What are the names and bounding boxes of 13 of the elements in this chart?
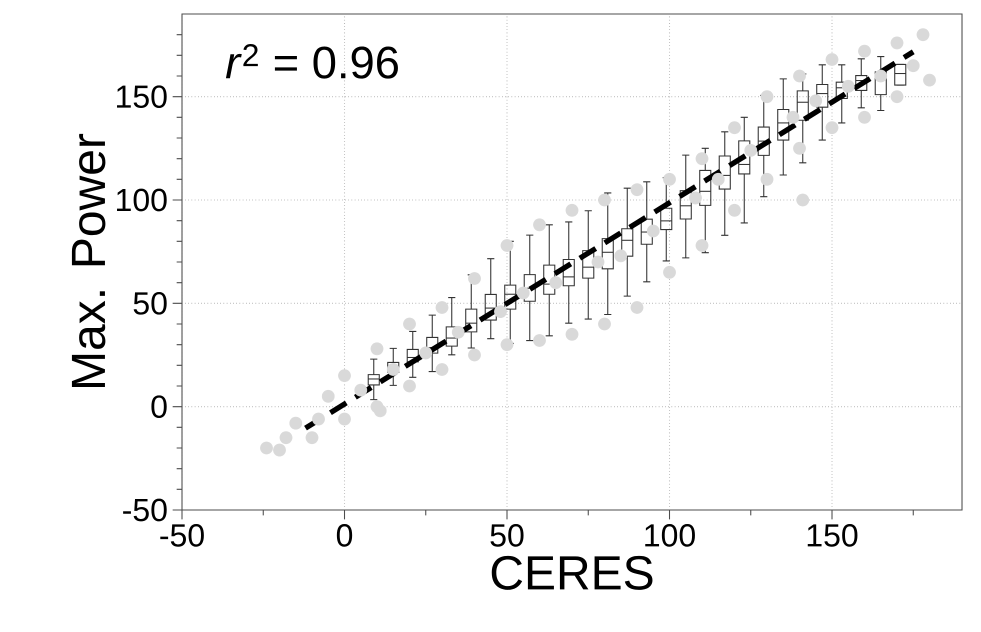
x-tick-label: -50 [160, 524, 204, 547]
y-tick-label: -50 [123, 498, 167, 522]
y-tick-label: 0 [151, 395, 167, 418]
x-tick-label: 50 [490, 524, 524, 547]
y-axis-title: Max. Power [72, 134, 106, 387]
x-tick-label: 100 [645, 524, 695, 547]
y-tick-label: 50 [134, 292, 167, 315]
annotation: r$^{2}$ = 0.96 [226, 44, 398, 79]
x-axis-title: CERES [492, 556, 652, 590]
y-tick-label: 150 [117, 85, 167, 108]
x-tick-label: 0 [336, 524, 352, 547]
y-tick-label: 100 [117, 188, 167, 212]
x-tick-label: 150 [808, 524, 858, 547]
